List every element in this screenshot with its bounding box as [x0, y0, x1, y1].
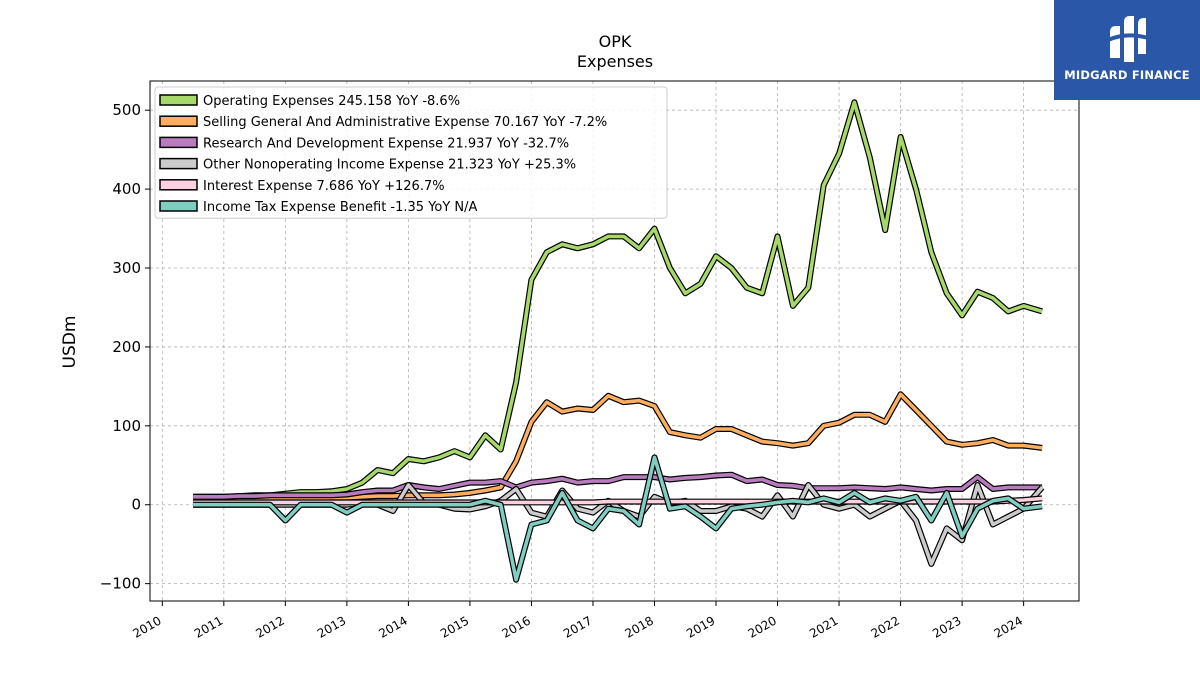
x-tick-label: 2015 — [438, 613, 471, 640]
legend-swatch — [159, 200, 198, 212]
logo-mark-icon — [1107, 16, 1149, 62]
x-tick-label: 2017 — [561, 613, 594, 640]
y-tick-label: 500 — [112, 101, 141, 119]
legend-swatch — [159, 157, 198, 170]
y-tick-label: 200 — [112, 338, 141, 356]
x-tick-label: 2020 — [746, 613, 779, 640]
legend-label: Income Tax Expense Benefit -1.35 YoY N/A — [203, 200, 478, 215]
brand-logo: MIDGARD FINANCE — [1054, 0, 1200, 100]
chart-title: OPK — [599, 32, 632, 51]
x-tick-label: 2024 — [992, 613, 1025, 640]
y-tick-label: 100 — [112, 417, 141, 435]
x-tick-label: 2012 — [253, 613, 286, 640]
legend-label: Interest Expense 7.686 YoY +126.7% — [203, 179, 445, 194]
x-tick-label: 2013 — [315, 613, 348, 640]
legend-label: Operating Expenses 245.158 YoY -8.6% — [203, 94, 460, 109]
x-tick-label: 2016 — [499, 613, 532, 640]
series-lines — [193, 99, 1045, 583]
y-tick-label: 400 — [112, 180, 141, 198]
x-tick-label: 2011 — [192, 613, 225, 640]
x-tick-label: 2022 — [869, 613, 902, 640]
legend-swatch — [159, 136, 198, 149]
x-tick-label: 2021 — [807, 613, 840, 640]
legend-label: Selling General And Administrative Expen… — [203, 115, 607, 130]
legend-swatch — [159, 179, 198, 191]
x-tick-label: 2023 — [930, 613, 963, 640]
legend: Operating Expenses 245.158 YoY -8.6% Sell… — [154, 86, 668, 219]
legend-label: Other Nonoperating Income Expense 21.323… — [203, 158, 576, 173]
chart-subtitle: Expenses — [577, 52, 653, 71]
legend-swatch — [159, 115, 198, 127]
legend-label: Research And Development Expense 21.937 … — [203, 136, 569, 151]
legend-box — [154, 86, 668, 219]
series-line — [193, 100, 1043, 499]
y-tick-label: 0 — [131, 496, 141, 514]
y-tick-label: 300 — [112, 259, 141, 277]
x-tick-label: 2019 — [684, 613, 717, 640]
series-line — [193, 472, 1043, 499]
logo-text: MIDGARD FINANCE — [1064, 68, 1190, 82]
x-tick-label: 2014 — [376, 613, 409, 640]
y-axis-label: USDm — [60, 316, 80, 369]
series-line — [193, 392, 1043, 501]
series-line — [193, 455, 1043, 582]
y-tick-label: −100 — [100, 575, 141, 593]
legend-swatch — [159, 94, 198, 106]
x-tick-label: 2010 — [130, 613, 163, 640]
plot-frame — [149, 80, 1080, 602]
x-tick-label: 2018 — [623, 613, 656, 640]
